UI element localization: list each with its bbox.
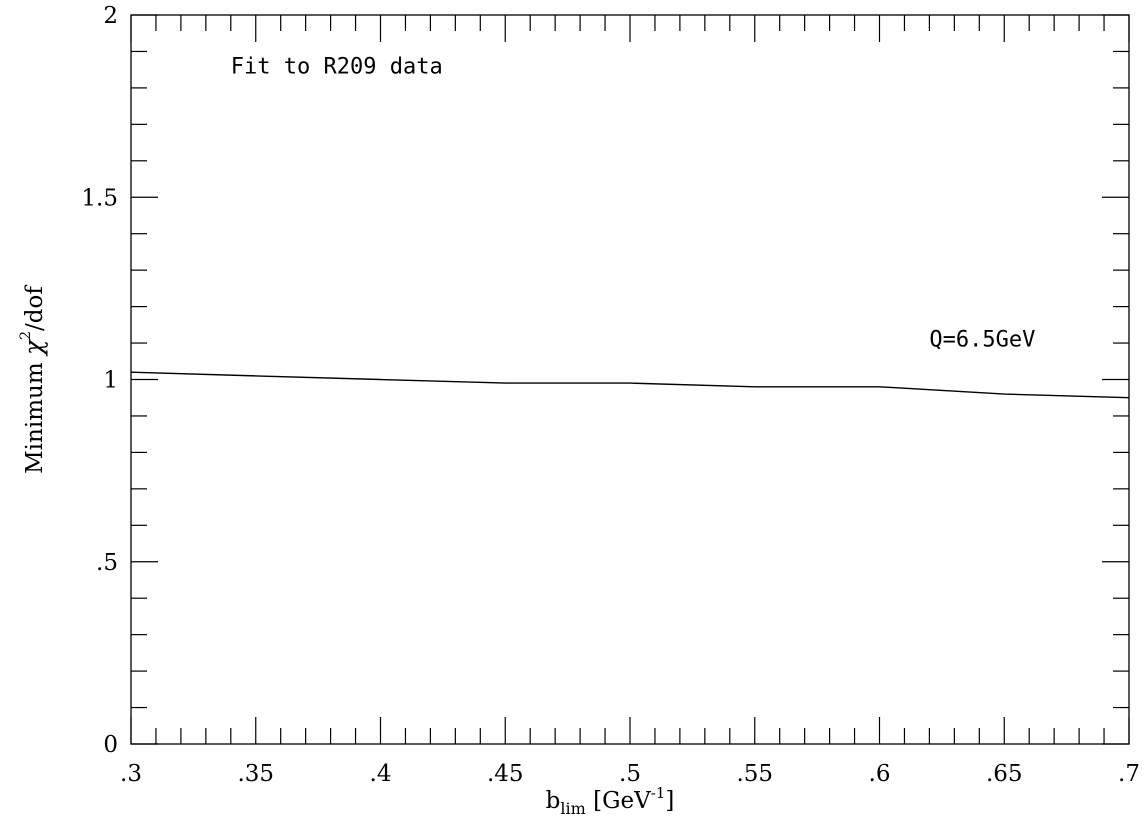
y-axis-label: Minimum χ2/dof bbox=[18, 285, 48, 474]
x-tick-label: .35 bbox=[237, 761, 274, 787]
annotations: Fit to R209 data Q=6.5GeV bbox=[231, 54, 1036, 352]
x-tick-label: .3 bbox=[120, 761, 142, 787]
x-tick-labels: .3 .35 .4 .45 .5 .55 .6 .65 .7 bbox=[120, 761, 1140, 787]
y-tick-label: 0 bbox=[103, 732, 118, 758]
annotation-text: Fit to R209 data bbox=[231, 54, 443, 79]
y-tick-label: .5 bbox=[96, 550, 118, 576]
y-tick-label: 2 bbox=[103, 3, 118, 29]
x-tick-label: .7 bbox=[1118, 761, 1140, 787]
x-tick-label: .45 bbox=[487, 761, 524, 787]
x-axis-label: blim [GeV-1] bbox=[546, 784, 675, 818]
x-tick-label: .6 bbox=[869, 761, 891, 787]
x-tick-label: .5 bbox=[619, 761, 641, 787]
x-tick-label: .4 bbox=[370, 761, 392, 787]
series-group bbox=[130, 371, 1130, 399]
y-tick-labels: 0 .5 1 1.5 2 bbox=[81, 3, 118, 758]
annotation-text: Q=6.5GeV bbox=[929, 328, 1035, 353]
axis-ticks bbox=[130, 14, 1130, 745]
series-line bbox=[130, 371, 1130, 399]
y-tick-label: 1 bbox=[103, 368, 118, 394]
x-tick-label: .55 bbox=[736, 761, 773, 787]
x-tick-label: .65 bbox=[986, 761, 1023, 787]
y-tick-label: 1.5 bbox=[81, 185, 118, 211]
plot-frame bbox=[130, 14, 1130, 745]
